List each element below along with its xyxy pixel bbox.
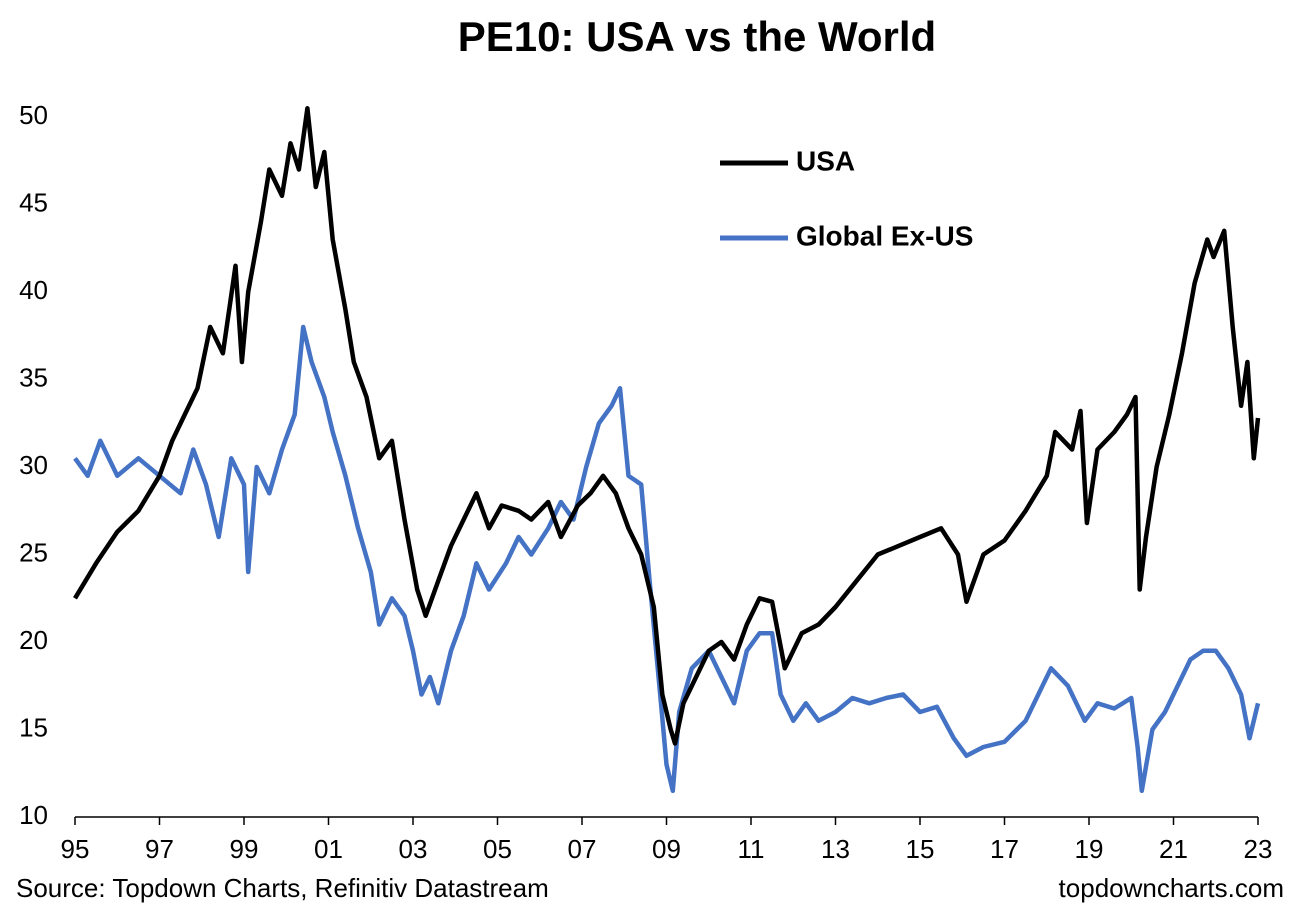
y-tick-label: 15 (19, 712, 48, 742)
x-tick-label: 01 (314, 834, 343, 864)
y-tick-label: 50 (19, 100, 48, 130)
y-tick-label: 40 (19, 275, 48, 305)
x-tick-label: 23 (1244, 834, 1273, 864)
series-line (73, 106, 1261, 746)
y-tick-label: 20 (19, 625, 48, 655)
series-line (73, 324, 1261, 794)
legend-label: Global Ex-US (796, 220, 973, 251)
source-note: Source: Topdown Charts, Refinitiv Datast… (16, 873, 549, 903)
y-tick-label: 10 (19, 800, 48, 830)
x-tick-label: 05 (483, 834, 512, 864)
x-tick-label: 13 (821, 834, 850, 864)
y-tick-label: 45 (19, 187, 48, 217)
x-tick-label: 99 (230, 834, 259, 864)
x-tick-label: 97 (145, 834, 174, 864)
watermark: topdowncharts.com (1059, 873, 1284, 903)
chart-title: PE10: USA vs the World (458, 13, 936, 60)
x-tick-label: 07 (568, 834, 597, 864)
y-tick-label: 35 (19, 362, 48, 392)
x-tick-label: 11 (738, 834, 765, 864)
legend-label: USA (796, 145, 855, 176)
x-tick-label: 95 (61, 834, 90, 864)
y-tick-label: 30 (19, 450, 48, 480)
x-tick-label: 15 (906, 834, 935, 864)
x-tick-label: 21 (1159, 834, 1188, 864)
x-tick-label: 17 (990, 834, 1019, 864)
x-tick-label: 09 (652, 834, 681, 864)
y-tick-label: 25 (19, 537, 48, 567)
x-tick-label: 19 (1075, 834, 1104, 864)
x-tick-label: 03 (399, 834, 428, 864)
